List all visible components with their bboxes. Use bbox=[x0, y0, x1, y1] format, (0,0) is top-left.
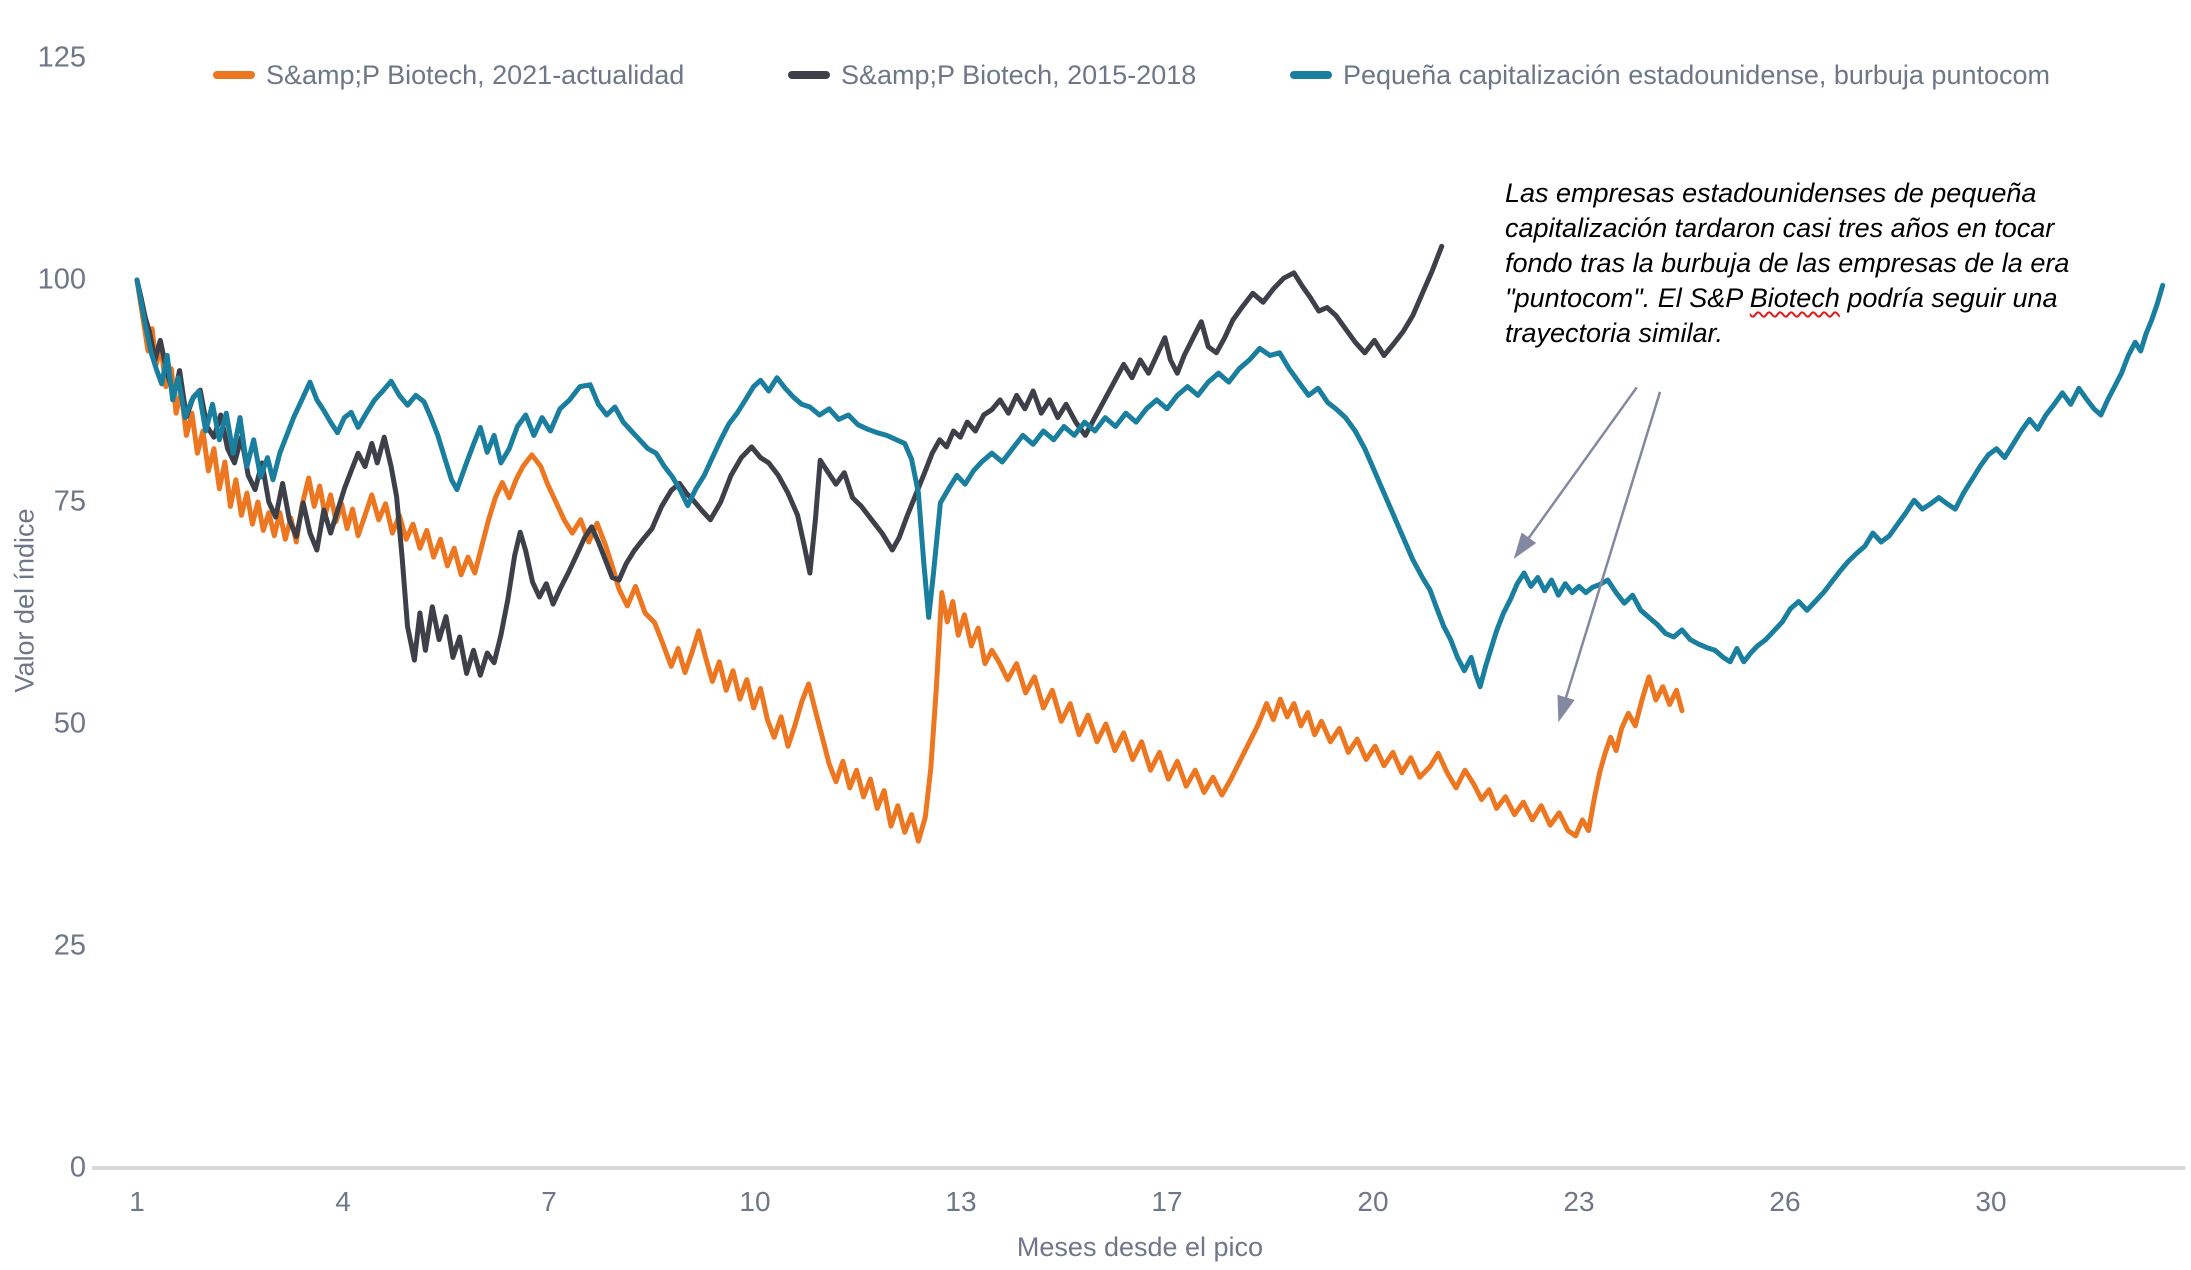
annotation-part1: Las empresas estadounidenses de pequeña … bbox=[1505, 178, 2070, 313]
x-axis-title: Meses desde el pico bbox=[1016, 1232, 1264, 1262]
y-tick-label: 50 bbox=[53, 707, 86, 740]
annotation-text: Las empresas estadounidenses de pequeña … bbox=[1505, 176, 2117, 351]
legend-item-smallcap-dotcom: Pequeña capitalización estadounidense, b… bbox=[1290, 58, 2050, 92]
y-tick-label: 125 bbox=[37, 41, 86, 74]
legend-item-sp-biotech-2021: S&amp;P Biotech, 2021-actualidad bbox=[213, 58, 684, 92]
annotation-misspelled-word: Biotech bbox=[1749, 283, 1840, 313]
legend-swatch-dark bbox=[788, 71, 830, 79]
series-line-sp-biotech-2015 bbox=[134, 243, 1445, 678]
annotation-part2: podría seguir una trayectoria similar. bbox=[1505, 283, 2058, 348]
series-line-smallcap-dotcom bbox=[134, 277, 2166, 690]
legend-label: S&amp;P Biotech, 2021-actualidad bbox=[266, 59, 685, 90]
x-tick-label: 4 bbox=[335, 1186, 351, 1217]
annotation-arrowhead-2 bbox=[1557, 694, 1575, 723]
x-tick-label: 10 bbox=[739, 1186, 771, 1217]
annotation-arrow-2 bbox=[1561, 391, 1662, 708]
legend-item-sp-biotech-2015: S&amp;P Biotech, 2015-2018 bbox=[788, 58, 1196, 92]
x-tick-label: 23 bbox=[1563, 1186, 1595, 1217]
series-line-sp-biotech-2021 bbox=[134, 277, 1685, 844]
x-tick-label: 13 bbox=[945, 1186, 977, 1217]
x-tick-label: 20 bbox=[1357, 1186, 1389, 1217]
y-tick-label: 0 bbox=[69, 1151, 86, 1184]
legend-swatch-teal bbox=[1290, 71, 1332, 79]
legend-label: S&amp;P Biotech, 2015-2018 bbox=[841, 59, 1197, 90]
x-tick-label: 17 bbox=[1151, 1186, 1183, 1217]
x-tick-label: 7 bbox=[541, 1186, 557, 1217]
legend-label: Pequeña capitalización estadounidense, b… bbox=[1343, 59, 2051, 90]
y-tick-label: 25 bbox=[53, 929, 86, 962]
annotation-arrow-1 bbox=[1521, 386, 1638, 547]
y-axis-title: Valor del índice bbox=[9, 508, 40, 693]
x-tick-label: 1 bbox=[129, 1186, 145, 1217]
x-tick-label: 26 bbox=[1769, 1186, 1801, 1217]
y-tick-label: 100 bbox=[37, 263, 86, 296]
annotation-arrowhead-1 bbox=[1513, 532, 1537, 559]
x-tick-label: 30 bbox=[1975, 1186, 2007, 1217]
y-tick-label: 75 bbox=[53, 485, 86, 518]
legend-swatch-orange bbox=[213, 71, 255, 79]
